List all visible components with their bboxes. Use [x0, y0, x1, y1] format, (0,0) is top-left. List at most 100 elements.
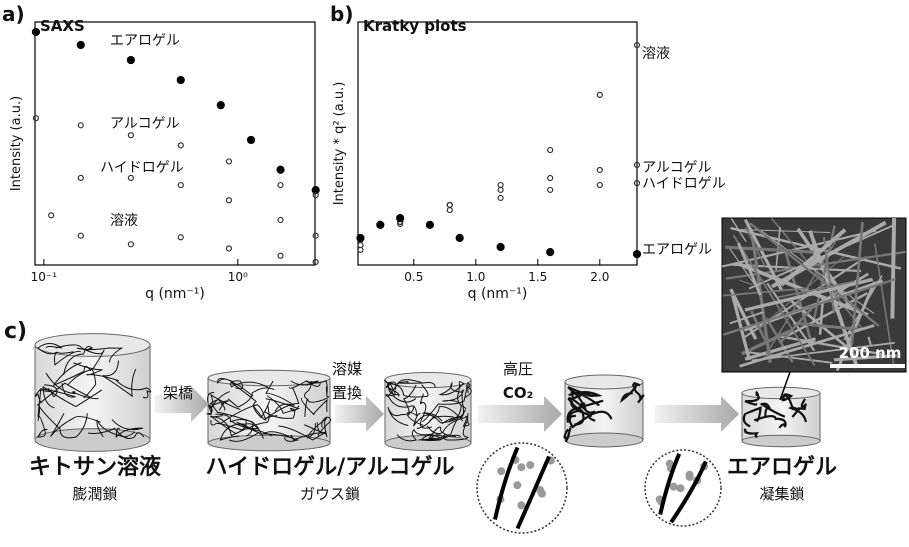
x-tick-label: 2.0	[590, 270, 609, 284]
data-point	[447, 208, 452, 213]
data-point	[33, 116, 38, 121]
solvent	[670, 483, 678, 491]
series-label: 溶液	[110, 213, 138, 229]
data-point	[497, 244, 504, 251]
data-point	[498, 187, 503, 192]
plot-frame	[35, 22, 315, 265]
stage-label: エアロゲル	[727, 455, 837, 480]
chart-title: SAXS	[40, 17, 85, 35]
stage-label: キトサン溶液	[29, 454, 161, 480]
series-label: ハイドロゲル	[642, 176, 726, 192]
x-tick-label: 10⁻¹	[31, 270, 58, 284]
solvent	[517, 463, 525, 471]
data-point	[278, 183, 283, 188]
y-axis-label: Intensity * q² (a.u.)	[332, 82, 347, 206]
data-point	[217, 102, 224, 109]
data-point	[597, 92, 602, 97]
data-point	[377, 221, 384, 228]
panel-label: b)	[330, 2, 353, 26]
figure: c) キトサン溶液 膨潤鎖 架橋 ハイドロゲル/アルコゲル ガウス鎖 溶媒 置換…	[0, 0, 909, 543]
data-point	[248, 136, 255, 143]
series-label: 溶液	[642, 46, 670, 62]
data-point	[178, 143, 183, 148]
cylinder-bottom	[35, 429, 150, 452]
data-point	[49, 213, 54, 218]
series-label: エアロゲル	[110, 33, 180, 49]
solvent	[686, 471, 694, 479]
stage-sub: 膨潤鎖	[72, 485, 117, 503]
step-label: 置換	[332, 384, 362, 402]
data-point	[548, 187, 553, 192]
data-point	[226, 246, 231, 251]
cylinder-bottom	[742, 435, 820, 447]
arrow	[655, 396, 739, 432]
data-point	[78, 175, 83, 180]
data-point	[32, 28, 39, 35]
data-point	[548, 148, 553, 153]
data-point	[278, 253, 283, 258]
data-point	[397, 215, 404, 222]
data-point	[177, 77, 184, 84]
scale-bar-label: 200 nm	[839, 344, 902, 362]
stage-sub: ガウス鎖	[300, 485, 360, 503]
solvent	[676, 484, 684, 492]
data-point	[498, 183, 503, 188]
step-label: 架橋	[163, 384, 193, 402]
data-point	[357, 235, 364, 242]
stage-label: ハイドロゲル/アルコゲル	[206, 455, 455, 480]
data-point	[226, 159, 231, 164]
cylinder-top	[565, 375, 643, 389]
y-axis-label: Intensity (a.u.)	[9, 96, 24, 191]
data-point	[78, 123, 83, 128]
sem-fiber	[892, 218, 894, 319]
data-point	[597, 167, 602, 172]
stage-sub: 凝集鎖	[759, 485, 804, 503]
series-label: ハイドロゲル	[100, 160, 184, 176]
data-point	[128, 133, 133, 138]
data-point	[447, 202, 452, 207]
step-label: CO₂	[503, 384, 533, 402]
data-point	[277, 166, 284, 173]
data-point	[77, 42, 84, 49]
x-tick-label: 1.5	[528, 270, 547, 284]
series-label: アルコゲル	[642, 160, 712, 176]
solvent	[497, 467, 505, 475]
solvent	[526, 461, 534, 469]
data-point	[548, 176, 553, 181]
data-point	[313, 259, 318, 264]
x-axis-label: q (nm⁻¹)	[145, 286, 205, 302]
cylinder-bottom	[208, 435, 330, 451]
cylinder-bottom	[565, 433, 643, 447]
data-point	[597, 183, 602, 188]
step-label: 高圧	[503, 360, 533, 378]
data-point	[278, 217, 283, 222]
chart-title: Kratky plots	[363, 17, 467, 35]
data-point	[128, 175, 133, 180]
data-point	[178, 183, 183, 188]
series-label: アルコゲル	[110, 116, 180, 132]
panel-label: a)	[2, 2, 25, 26]
cylinder-bottom	[385, 435, 471, 450]
plot-frame	[358, 22, 637, 265]
data-point	[178, 235, 183, 240]
panel-label: c)	[4, 319, 27, 344]
data-point	[456, 235, 463, 242]
data-point	[226, 198, 231, 203]
data-point	[128, 242, 133, 247]
data-point	[313, 233, 318, 238]
data-point	[498, 195, 503, 200]
data-point	[127, 57, 134, 64]
solvent	[517, 501, 525, 509]
x-tick-label: 0.5	[404, 270, 423, 284]
data-point	[426, 221, 433, 228]
data-point	[358, 247, 363, 252]
data-point	[634, 251, 641, 258]
series-label: エアロゲル	[642, 242, 712, 258]
solvent	[513, 481, 521, 489]
cylinder-body	[385, 380, 471, 443]
x-tick-label: 1.0	[466, 270, 485, 284]
x-axis-label: q (nm⁻¹)	[468, 286, 528, 302]
step-label: 溶媒	[332, 360, 362, 378]
data-point	[547, 249, 554, 256]
data-point	[78, 233, 83, 238]
